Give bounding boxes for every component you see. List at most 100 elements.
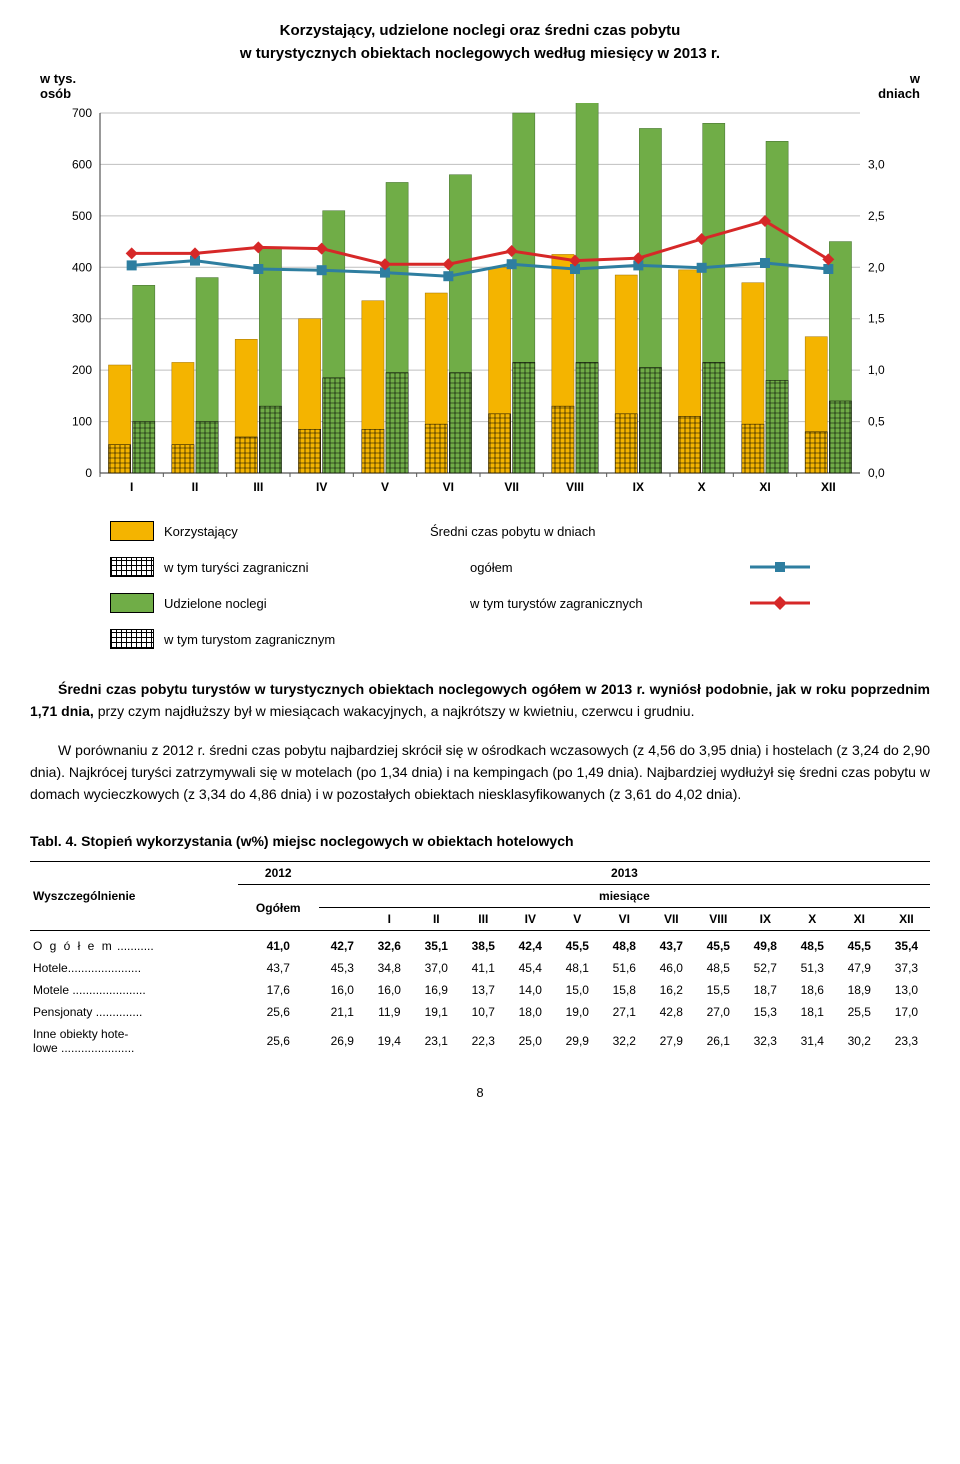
svg-text:0,5: 0,5 <box>868 415 885 429</box>
table-cell: 25,6 <box>238 1023 319 1059</box>
th-ogolem: Ogółem <box>238 885 319 931</box>
table-cell: 52,7 <box>742 957 789 979</box>
legend-korzystajacy-foreign: w tym turyści zagraniczni <box>110 557 430 577</box>
row-label: Hotele...................... <box>30 957 238 979</box>
table-cell: 23,3 <box>883 1023 930 1059</box>
th-month: VIII <box>695 908 742 931</box>
th-wyszczegolnienie: Wyszczególnienie <box>30 862 238 931</box>
th-month: XI <box>836 908 883 931</box>
table-cell: 48,1 <box>554 957 601 979</box>
svg-text:III: III <box>253 480 263 494</box>
table-cell: 49,8 <box>742 931 789 958</box>
table-cell: 18,9 <box>836 979 883 1001</box>
th-month: IV <box>507 908 554 931</box>
th-2012: 2012 <box>238 862 319 885</box>
table-cell: 37,0 <box>413 957 460 979</box>
table-cell: 22,3 <box>460 1023 507 1059</box>
table-cell: 42,7 <box>319 931 366 958</box>
axis-left-label: w tys. osób <box>40 71 76 101</box>
th-month: V <box>554 908 601 931</box>
page-number: 8 <box>30 1085 930 1100</box>
table-cell: 25,0 <box>507 1023 554 1059</box>
svg-text:VI: VI <box>443 480 454 494</box>
table-cell: 15,0 <box>554 979 601 1001</box>
svg-text:VII: VII <box>504 480 519 494</box>
table-title: Tabl. 4. Stopień wykorzystania (w%) miej… <box>30 833 930 849</box>
table-cell: 45,5 <box>554 931 601 958</box>
axis-right-label: w dniach <box>878 71 920 101</box>
table-row: Motele ......................17,616,016,… <box>30 979 930 1001</box>
table-cell: 30,2 <box>836 1023 883 1059</box>
th-month: III <box>460 908 507 931</box>
row-label: Pensjonaty .............. <box>30 1001 238 1023</box>
legend-sredni-header: Średni czas pobytu w dniach <box>430 524 750 539</box>
table-cell: 43,7 <box>238 957 319 979</box>
paragraph-1: Średni czas pobytu turystów w turystyczn… <box>30 679 930 722</box>
table-cell: 19,0 <box>554 1001 601 1023</box>
th-month: XII <box>883 908 930 931</box>
table-row: Pensjonaty ..............25,621,111,919,… <box>30 1001 930 1023</box>
th-month: VI <box>601 908 648 931</box>
paragraph-2: W porównaniu z 2012 r. średni czas pobyt… <box>30 740 930 805</box>
table-cell: 26,9 <box>319 1023 366 1059</box>
table-cell: 15,3 <box>742 1001 789 1023</box>
th-month: VII <box>648 908 695 931</box>
legend-ogolem-line: ogółem <box>430 560 750 575</box>
table-cell: 35,4 <box>883 931 930 958</box>
table-row: Hotele......................43,745,334,8… <box>30 957 930 979</box>
legend-noclegi-foreign: w tym turystom zagranicznym <box>110 629 430 649</box>
table-cell: 45,4 <box>507 957 554 979</box>
table-cell: 51,3 <box>789 957 836 979</box>
utilization-table: Wyszczególnienie 2012 2013 Ogółem miesią… <box>30 861 930 1059</box>
svg-text:3,0: 3,0 <box>868 157 885 171</box>
table-cell: 42,8 <box>648 1001 695 1023</box>
table-cell: 18,7 <box>742 979 789 1001</box>
table-cell: 29,9 <box>554 1023 601 1059</box>
svg-text:XII: XII <box>821 480 836 494</box>
table-cell: 51,6 <box>601 957 648 979</box>
table-cell: 45,3 <box>319 957 366 979</box>
table-cell: 48,5 <box>695 957 742 979</box>
svg-text:700: 700 <box>72 106 92 120</box>
svg-text:II: II <box>192 480 199 494</box>
svg-text:500: 500 <box>72 209 92 223</box>
table-cell: 13,0 <box>883 979 930 1001</box>
table-cell: 18,6 <box>789 979 836 1001</box>
svg-text:1,5: 1,5 <box>868 312 885 326</box>
table-cell: 10,7 <box>460 1001 507 1023</box>
th-month: IX <box>742 908 789 931</box>
th-month: I <box>366 908 413 931</box>
row-label: O g ó ł e m ........... <box>30 931 238 958</box>
table-cell: 17,0 <box>883 1001 930 1023</box>
row-label: Motele ...................... <box>30 979 238 1001</box>
legend-line-foreign-icon <box>750 593 810 613</box>
th-2013: 2013 <box>319 862 930 885</box>
table-cell: 32,6 <box>366 931 413 958</box>
table-cell: 21,1 <box>319 1001 366 1023</box>
th-month: II <box>413 908 460 931</box>
table-cell: 19,4 <box>366 1023 413 1059</box>
svg-text:I: I <box>130 480 133 494</box>
row-label: Inne obiekty hote- lowe ................… <box>30 1023 238 1059</box>
table-cell: 13,7 <box>460 979 507 1001</box>
table-cell: 38,5 <box>460 931 507 958</box>
svg-text:2,5: 2,5 <box>868 209 885 223</box>
table-cell: 48,5 <box>789 931 836 958</box>
svg-text:XI: XI <box>759 480 770 494</box>
table-cell: 19,1 <box>413 1001 460 1023</box>
table-cell: 46,0 <box>648 957 695 979</box>
svg-text:600: 600 <box>72 157 92 171</box>
table-cell: 23,1 <box>413 1023 460 1059</box>
table-cell: 26,1 <box>695 1023 742 1059</box>
svg-text:200: 200 <box>72 363 92 377</box>
table-cell: 15,5 <box>695 979 742 1001</box>
table-cell: 43,7 <box>648 931 695 958</box>
table-cell: 16,2 <box>648 979 695 1001</box>
svg-text:1,0: 1,0 <box>868 363 885 377</box>
svg-text:0: 0 <box>85 466 92 480</box>
svg-text:IX: IX <box>633 480 644 494</box>
table-cell: 17,6 <box>238 979 319 1001</box>
table-row: Inne obiekty hote- lowe ................… <box>30 1023 930 1059</box>
table-row: O g ó ł e m ...........41,042,732,635,13… <box>30 931 930 958</box>
svg-text:100: 100 <box>72 415 92 429</box>
